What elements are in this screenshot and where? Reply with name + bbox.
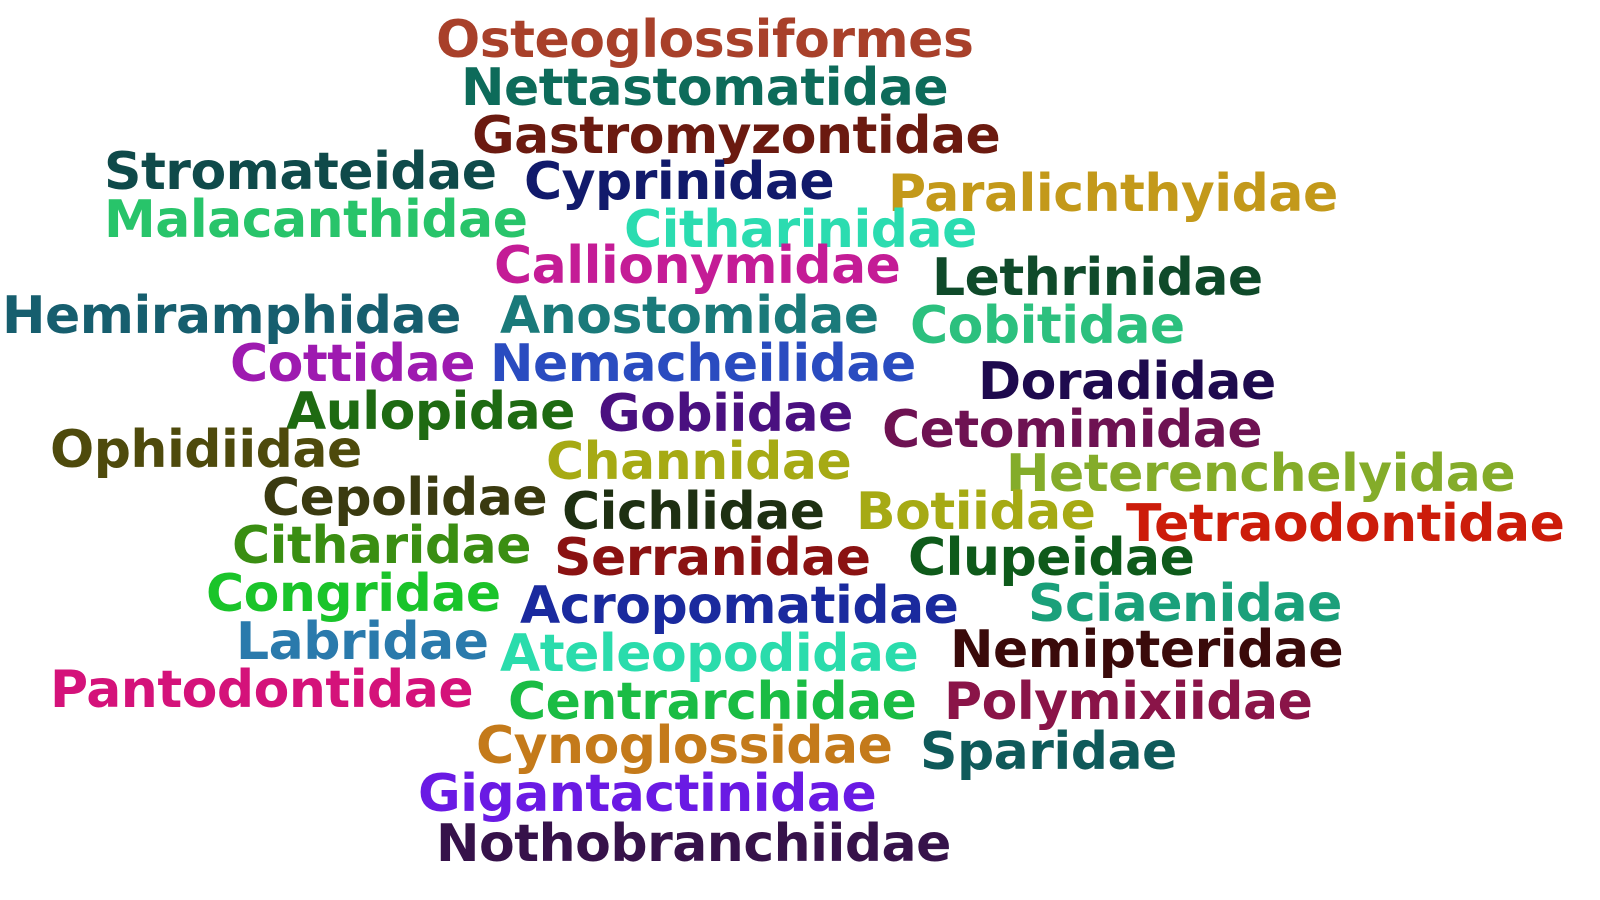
word-centrarchidae: Centrarchidae [508, 672, 917, 732]
word-hemiramphidae: Hemiramphidae [2, 286, 461, 346]
word-acropomatidae: Acropomatidae [520, 576, 959, 636]
word-anostomidae: Anostomidae [500, 286, 879, 346]
word-citharidae: Citharidae [232, 516, 532, 576]
word-channidae: Channidae [546, 432, 852, 492]
word-doradidae: Doradidae [978, 352, 1276, 412]
word-lethrinidae: Lethrinidae [932, 248, 1263, 308]
word-malacanthidae: Malacanthidae [104, 190, 528, 250]
word-polymixiidae: Polymixiidae [944, 672, 1313, 732]
word-nemacheilidae: Nemacheilidae [490, 334, 916, 394]
word-cobitidae: Cobitidae [910, 296, 1185, 356]
word-heterenchelyidae: Heterenchelyidae [1006, 444, 1516, 504]
word-aulopidae: Aulopidae [286, 382, 575, 442]
word-pantodontidae: Pantodontidae [50, 660, 474, 720]
word-serranidae: Serranidae [554, 528, 871, 588]
word-gobiidae: Gobiidae [598, 384, 853, 444]
word-cepolidae: Cepolidae [262, 468, 548, 528]
word-congridae: Congridae [206, 564, 501, 624]
word-nettastomatidae: Nettastomatidae [461, 58, 949, 118]
word-ophidiidae: Ophidiidae [50, 420, 362, 480]
word-nothobranchiidae: Nothobranchiidae [436, 814, 951, 874]
word-labridae: Labridae [236, 612, 489, 672]
word-clupeidae: Clupeidae [908, 528, 1195, 588]
word-stromateidae: Stromateidae [104, 142, 497, 202]
word-botiidae: Botiidae [856, 482, 1096, 542]
word-paralichthyidae: Paralichthyidae [888, 164, 1338, 224]
word-cichlidae: Cichlidae [562, 482, 825, 542]
word-cetomimidae: Cetomimidae [882, 400, 1263, 460]
word-cynoglossidae: Cynoglossidae [476, 716, 893, 776]
word-sciaenidae: Sciaenidae [1028, 574, 1342, 634]
word-citharinidae: Citharinidae [624, 200, 977, 260]
word-nemipteridae: Nemipteridae [950, 620, 1344, 680]
word-gigantactinidae: Gigantactinidae [418, 764, 877, 824]
word-callionymidae: Callionymidae [494, 236, 901, 296]
word-cyprinidae: Cyprinidae [524, 152, 835, 212]
word-sparidae: Sparidae [920, 722, 1177, 782]
word-tetraodontidae: Tetraodontidae [1126, 494, 1565, 554]
word-osteoglossiformes: Osteoglossiformes [436, 10, 974, 70]
word-ateleopodidae: Ateleopodidae [500, 624, 919, 684]
word-cottidae: Cottidae [230, 334, 476, 394]
word-gastromyzontidae: Gastromyzontidae [472, 106, 1001, 166]
